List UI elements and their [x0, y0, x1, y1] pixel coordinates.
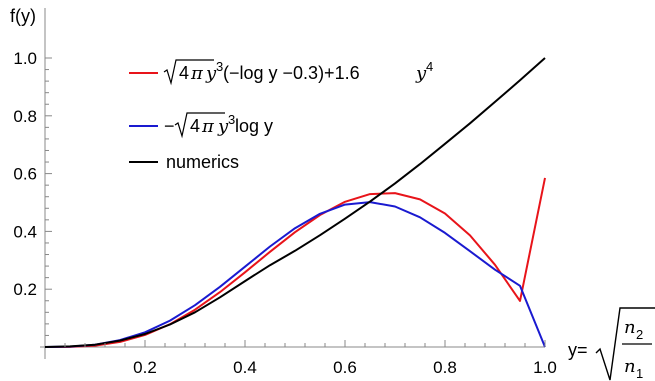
legend-text: (−log y −0.3)+1.6 [223, 63, 360, 83]
legend-text: y [217, 116, 229, 137]
legend-entry-1: −4 π y 3 log y [164, 112, 273, 139]
legend-text: 4 [190, 116, 200, 136]
y-tick-label: 0.6 [13, 165, 37, 184]
legend-text: π [190, 63, 204, 84]
x-axis-title-numerator: n [624, 317, 636, 338]
legend-radical [174, 112, 225, 139]
y-tick-label: 0.4 [13, 222, 37, 241]
x-tick-label: 0.8 [433, 358, 457, 377]
x-axis-title-radical [595, 307, 655, 381]
legend-entry-2: numerics [166, 152, 239, 172]
legend-text: 4 [426, 59, 433, 74]
legend-text: log y [235, 116, 273, 136]
legend-text: y [415, 63, 427, 84]
x-tick-label: 0.2 [133, 358, 157, 377]
legend-text: − [164, 116, 175, 136]
legend-text: y [205, 63, 217, 84]
x-axis-title-denominator-sub: 1 [636, 366, 643, 381]
legend-text: 3 [228, 112, 235, 127]
series-line-0 [44, 177, 546, 348]
y-tick-label: 1.0 [13, 49, 37, 68]
legend-text: numerics [166, 152, 239, 172]
y-tick-label: 0.2 [13, 280, 37, 299]
x-tick-label: 0.6 [333, 358, 357, 377]
y-tick-label: 0.8 [13, 107, 37, 126]
x-axis-title-numerator-sub: 2 [636, 327, 643, 342]
x-axis-title-denominator: n [624, 356, 636, 377]
axes [40, 8, 545, 359]
series-line-1 [44, 201, 546, 348]
series-layer [44, 57, 546, 348]
legend-text: π [201, 116, 215, 137]
legend-radical [163, 59, 214, 86]
legend: 4 π y 3 (−log y −0.3)+1.6 y 4− 4 π y 3 log ynumer… [129, 59, 433, 172]
x-axis-title: y= n 2 n 1 [568, 307, 655, 381]
series-line-2 [44, 57, 546, 348]
x-tick-label: 0.4 [233, 358, 257, 377]
x-tick-label: 1.0 [533, 358, 557, 377]
y-axis-title: f(y) [10, 6, 36, 26]
ticks: 0.2 0.4 0.6 0.8 1.0 0.2 0.4 0.6 0.8 1.0 [13, 49, 556, 377]
legend-text: 3 [216, 59, 223, 74]
x-axis-title-prefix: y= [568, 340, 588, 360]
legend-text: 4 [179, 63, 189, 83]
